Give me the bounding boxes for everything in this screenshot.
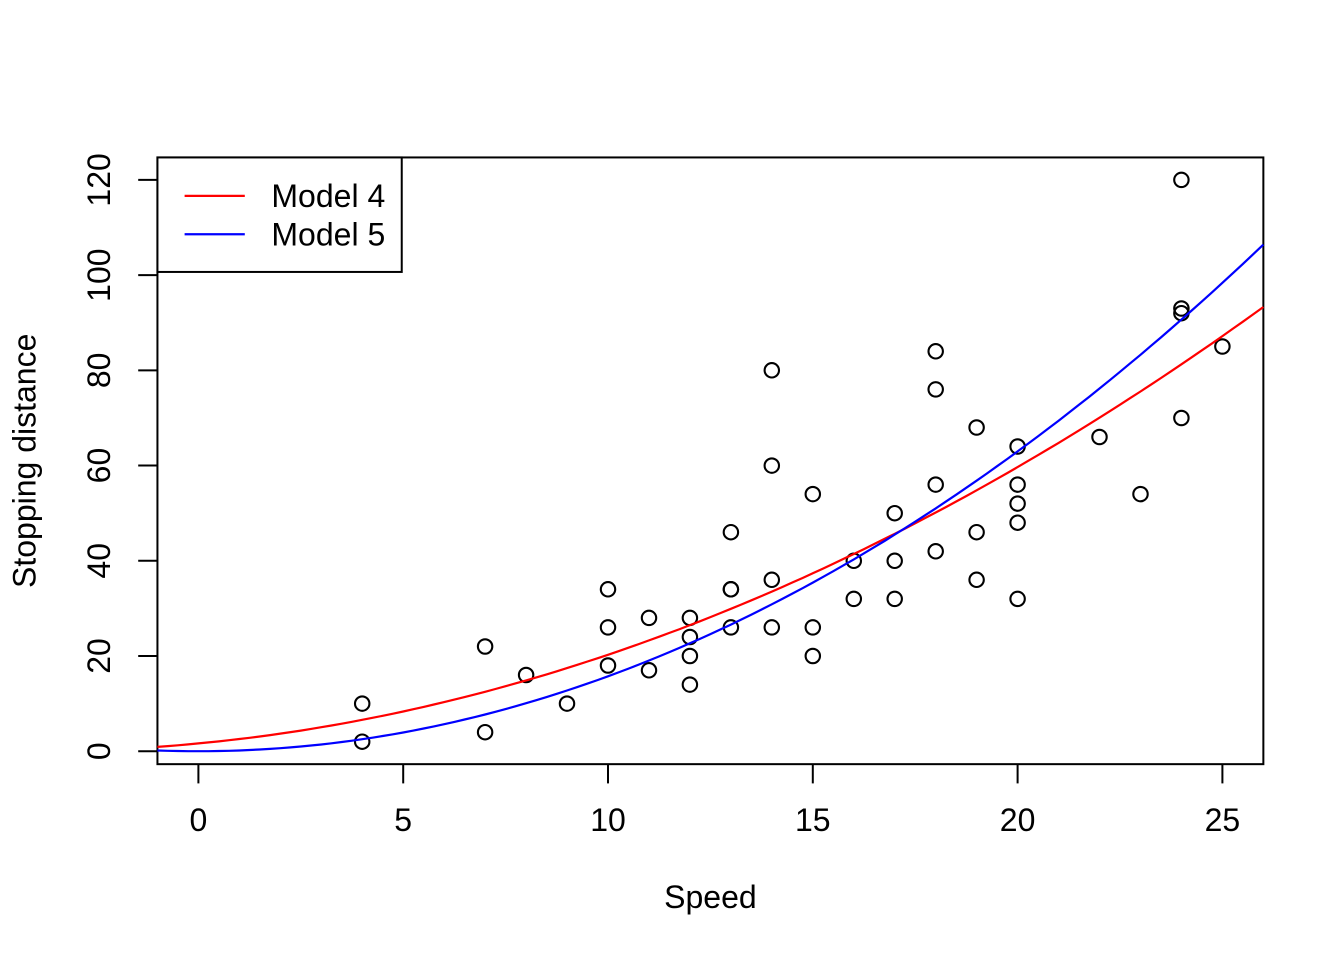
svg-text:20: 20 (81, 638, 117, 674)
svg-text:5: 5 (394, 802, 412, 838)
svg-text:60: 60 (81, 448, 117, 484)
svg-text:15: 15 (795, 802, 831, 838)
svg-text:Model 4: Model 4 (271, 178, 385, 214)
svg-text:10: 10 (590, 802, 626, 838)
svg-text:Model 5: Model 5 (271, 216, 385, 252)
svg-text:100: 100 (81, 248, 117, 301)
svg-text:120: 120 (81, 153, 117, 206)
svg-text:80: 80 (81, 353, 117, 389)
svg-text:Speed: Speed (664, 879, 757, 915)
svg-text:40: 40 (81, 543, 117, 579)
svg-text:0: 0 (81, 742, 117, 760)
svg-text:25: 25 (1205, 802, 1241, 838)
svg-text:Stopping distance: Stopping distance (7, 334, 43, 588)
svg-text:20: 20 (1000, 802, 1036, 838)
svg-text:0: 0 (190, 802, 208, 838)
